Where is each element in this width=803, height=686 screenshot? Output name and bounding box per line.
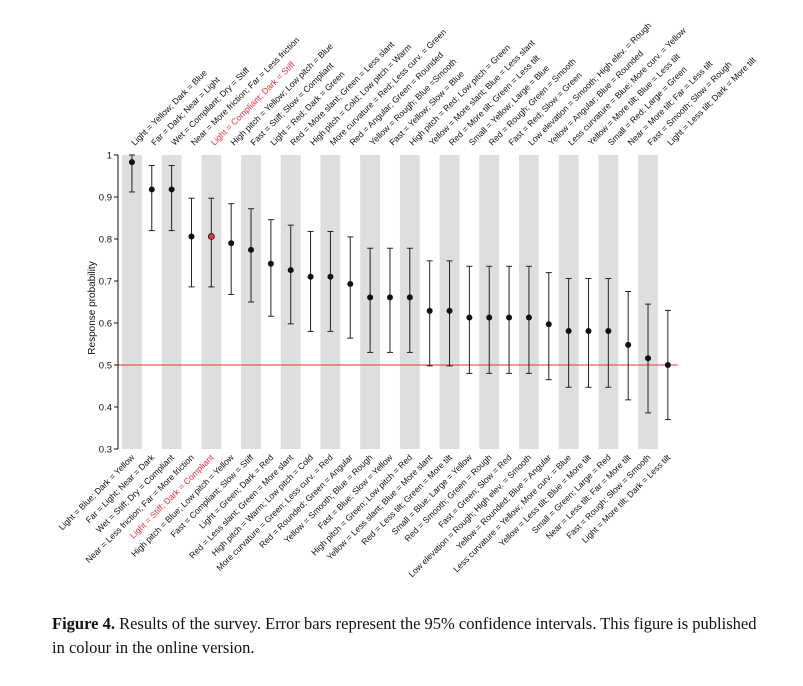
data-point	[625, 341, 632, 348]
y-tick-label: 0.7	[99, 277, 112, 288]
y-tick-label: 0.9	[99, 193, 112, 204]
data-point	[426, 307, 433, 314]
data-point	[267, 260, 274, 267]
data-point	[525, 314, 532, 321]
data-point	[207, 233, 215, 240]
data-point	[585, 327, 592, 334]
data-point	[188, 233, 195, 240]
data-point	[367, 294, 374, 301]
column-band	[638, 155, 658, 449]
y-tick-label: 0.3	[99, 445, 112, 456]
data-points	[128, 159, 671, 368]
y-tick-label: 1	[107, 151, 112, 162]
data-point	[148, 186, 155, 193]
y-tick-label: 0.6	[99, 319, 112, 330]
data-point	[466, 314, 473, 321]
data-point	[347, 280, 354, 287]
survey-results-chart: 0.3 0.4 0.5 0.6 0.7 0.8 0.9 1 Response probabil…	[57, 20, 759, 579]
data-point	[327, 273, 334, 280]
column-band	[161, 155, 182, 449]
data-point	[386, 294, 393, 301]
figure-caption: Figure 4. Results of the survey. Error b…	[52, 612, 772, 660]
y-tick-label: 0.5	[99, 361, 112, 372]
caption-label: Figure 4.	[52, 614, 115, 633]
data-point	[406, 294, 413, 301]
data-point	[128, 159, 135, 166]
column-band	[201, 155, 222, 449]
data-point	[307, 273, 314, 280]
data-point	[486, 314, 493, 321]
data-point	[664, 362, 671, 368]
data-point	[248, 246, 255, 253]
data-point	[565, 327, 572, 334]
y-tick-label: 0.8	[99, 235, 112, 246]
data-point	[645, 355, 652, 362]
caption-text: Results of the survey. Error bars repres…	[52, 614, 757, 657]
data-point	[168, 186, 175, 193]
data-point	[287, 267, 294, 274]
data-point	[506, 314, 513, 321]
y-axis: 0.3 0.4 0.5 0.6 0.7 0.8 0.9 1	[99, 151, 119, 456]
data-point	[446, 307, 453, 314]
column-band	[122, 155, 142, 449]
data-point	[545, 321, 552, 328]
y-tick-label: 0.4	[99, 403, 112, 414]
y-axis-label: Response probability	[87, 261, 98, 354]
data-point	[228, 240, 235, 247]
data-point	[605, 327, 612, 334]
